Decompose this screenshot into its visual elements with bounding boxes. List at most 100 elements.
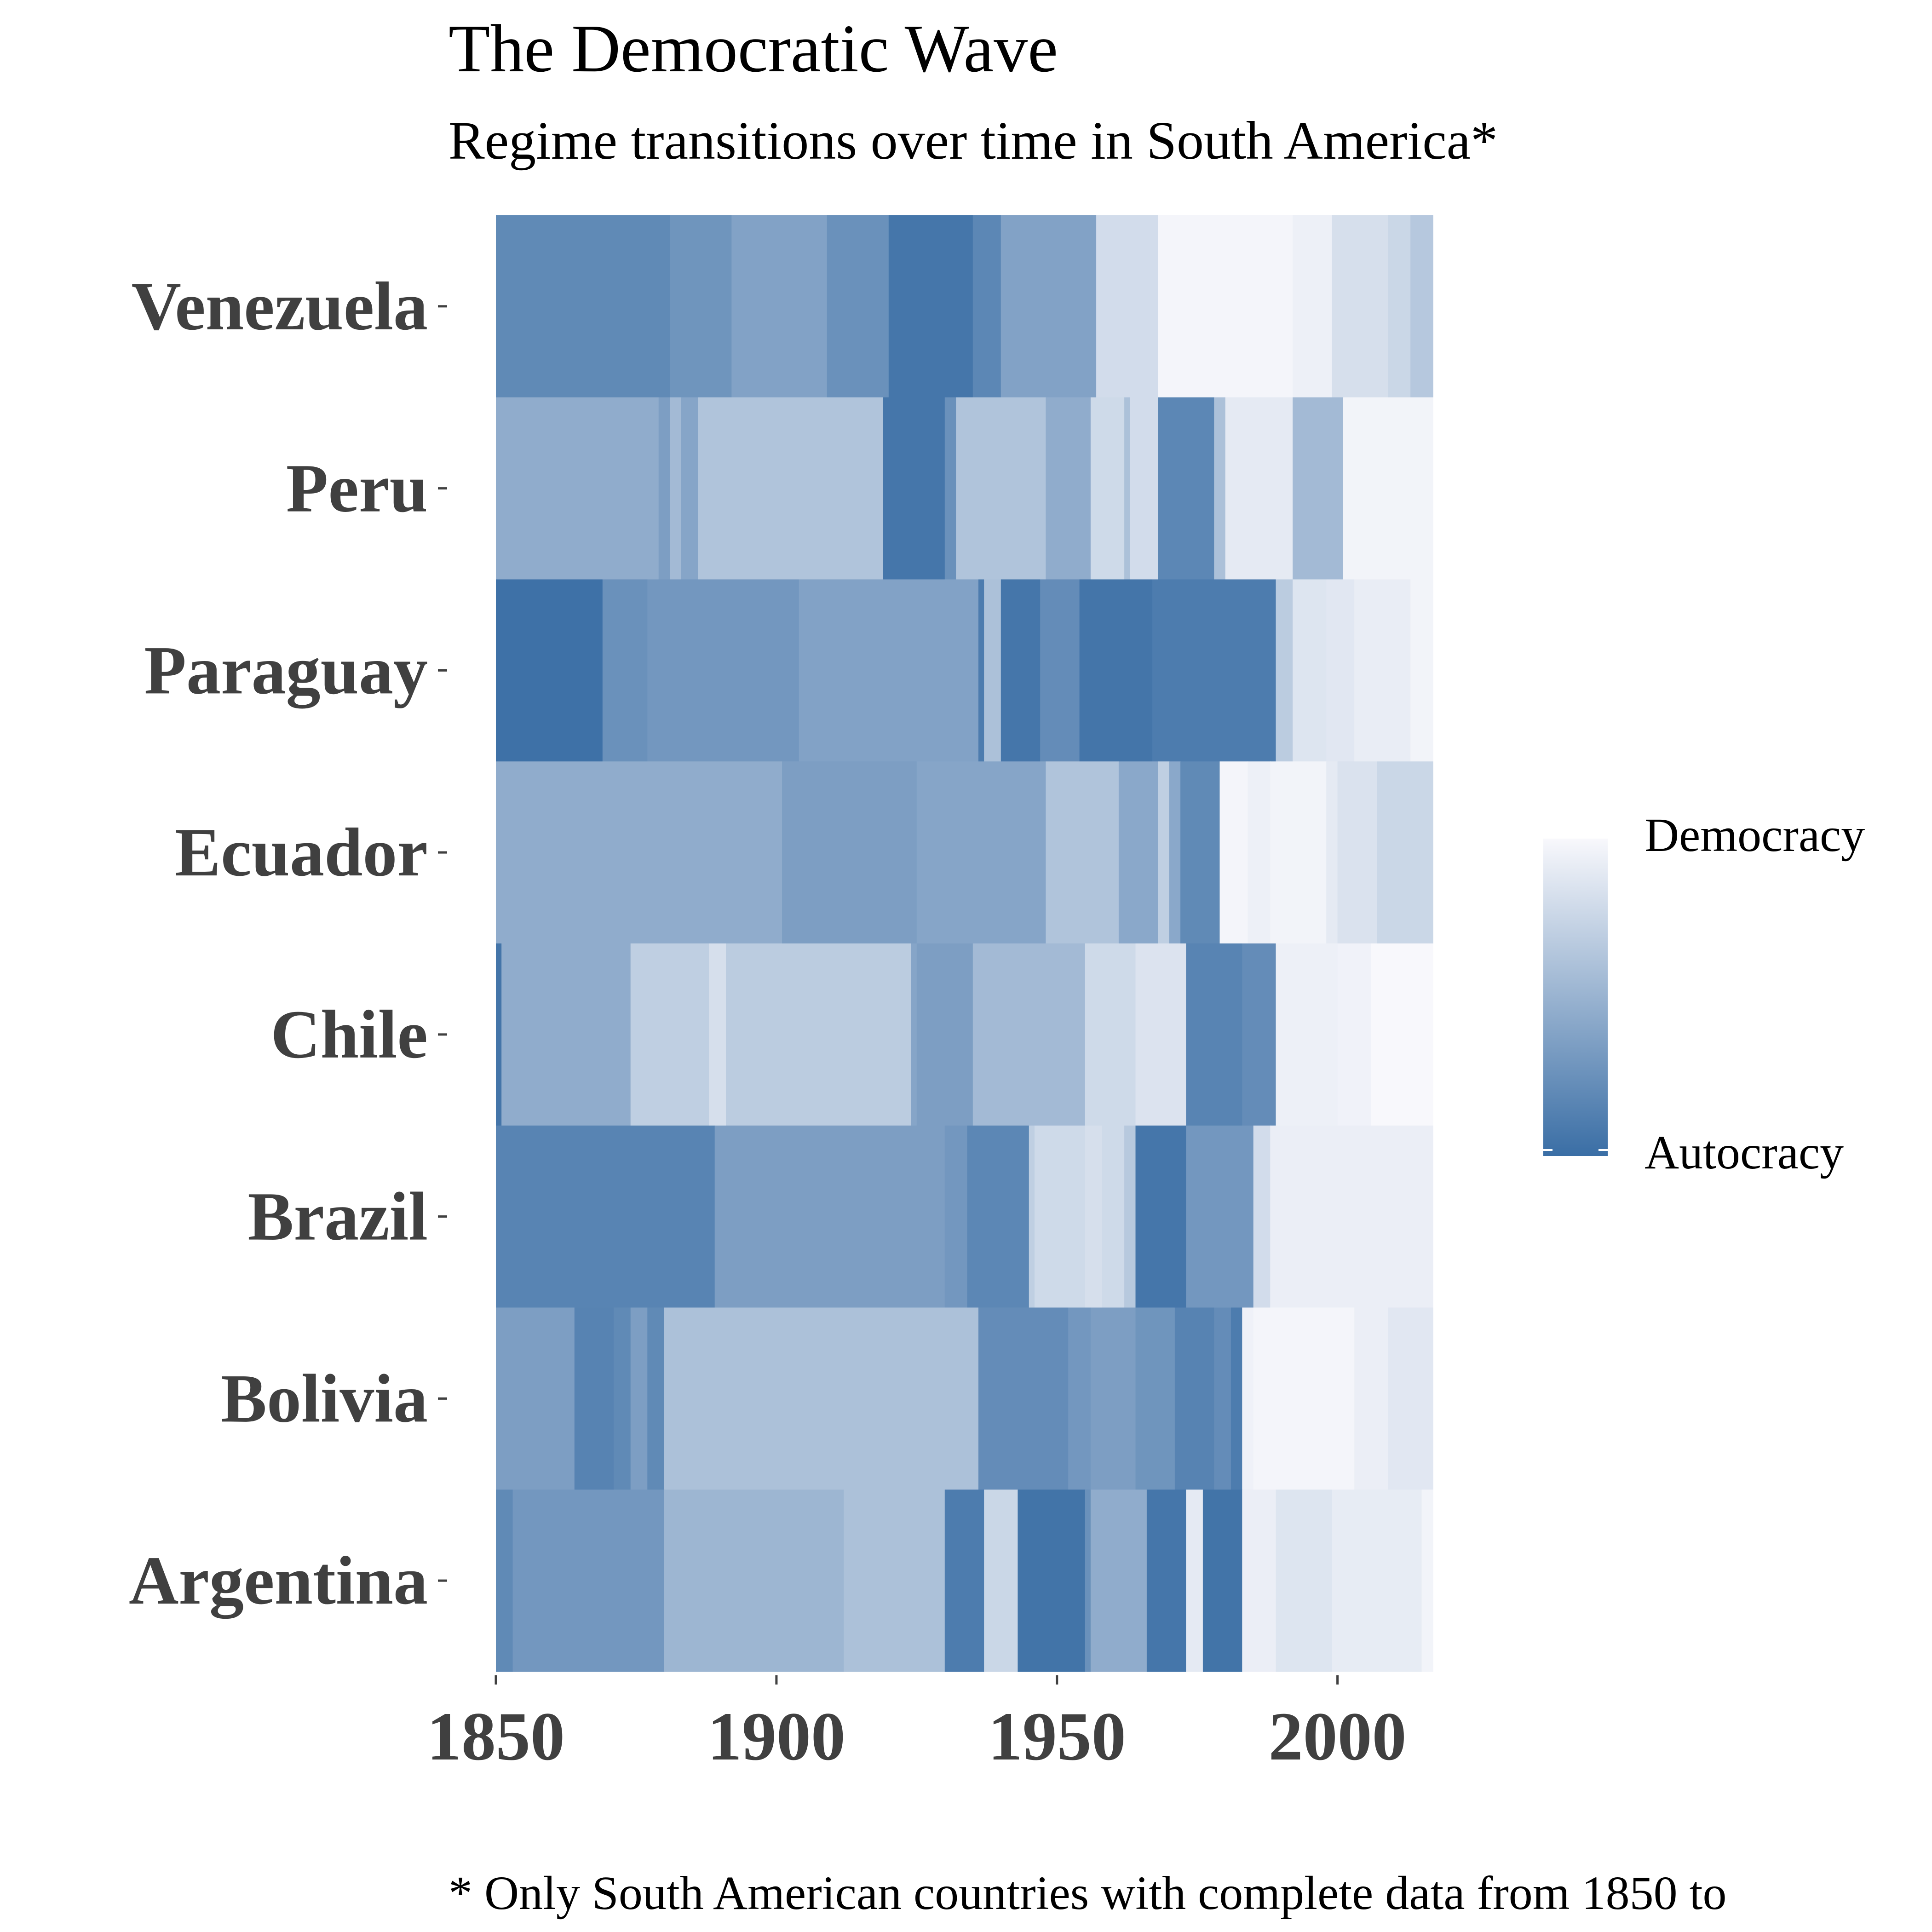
tile-peru-14 [1225,397,1293,580]
tile-chile-5 [911,943,917,1126]
tile-ecuador-1 [782,761,917,944]
x-tick-label-1900: 1900 [707,1698,845,1775]
tile-bolivia-0 [496,1307,575,1490]
tile-paraguay-5 [984,579,1001,762]
tile-venezuela-7 [1096,215,1159,398]
tile-venezuela-3 [827,215,889,398]
heatmap-tiles [496,215,1433,1672]
y-tick-label-venezuela: Venezuela [132,268,428,345]
tile-argentina-7 [1085,1489,1091,1672]
tile-venezuela-6 [1000,215,1097,398]
tile-venezuela-11 [1354,215,1389,398]
tile-ecuador-12 [1337,761,1377,944]
tile-paraguay-8 [1079,579,1153,762]
tile-peru-8 [1046,397,1091,580]
tile-paraguay-12 [1326,579,1355,762]
tile-paraguay-1 [602,579,648,762]
tile-brazil-3 [967,1125,1029,1308]
tile-bolivia-13 [1242,1307,1254,1490]
tile-chile-1 [501,943,631,1126]
tile-argentina-11 [1202,1489,1243,1672]
tile-argentina-10 [1186,1489,1203,1672]
tile-brazil-1 [714,1125,945,1308]
tile-peru-2 [670,397,682,580]
tile-brazil-5 [1035,1125,1086,1308]
y-axis: Venezuela Peru Paraguay Ecuador Chile Brazil B… [129,268,447,1619]
chart-caption: * Only South American countries with com… [448,1867,1727,1920]
tile-bolivia-12 [1230,1307,1243,1490]
x-tick-label-1850: 1850 [427,1698,565,1775]
tile-chile-0 [496,943,502,1126]
tile-chile-8 [1085,943,1136,1126]
tile-ecuador-10 [1270,761,1327,944]
tile-peru-12 [1158,397,1215,580]
tile-argentina-0 [496,1489,513,1672]
tile-peru-16 [1343,397,1433,580]
tile-paraguay-13 [1354,579,1411,762]
tile-venezuela-9 [1293,215,1333,398]
tile-paraguay-3 [799,579,979,762]
tile-brazil-7 [1102,1125,1125,1308]
tile-ecuador-7 [1180,761,1220,944]
tile-venezuela-4 [888,215,973,398]
tile-bolivia-4 [647,1307,665,1490]
tile-chile-14 [1371,943,1433,1126]
y-tick-label-paraguay: Paraguay [144,632,428,708]
tile-ecuador-8 [1219,761,1248,944]
tile-venezuela-12 [1388,215,1411,398]
tile-bolivia-11 [1214,1307,1231,1490]
tile-argentina-9 [1146,1489,1187,1672]
tile-peru-1 [658,397,670,580]
tile-bolivia-14 [1253,1307,1355,1490]
tile-paraguay-14 [1410,579,1433,762]
tile-venezuela-5 [972,215,1001,398]
tile-peru-10 [1124,397,1131,580]
tile-chile-10 [1186,943,1243,1126]
tile-brazil-10 [1186,1125,1254,1308]
tile-argentina-2 [664,1489,844,1672]
tile-paraguay-7 [1040,579,1080,762]
tile-argentina-12 [1242,1489,1276,1672]
legend-colorbar [1543,839,1608,1156]
tile-ecuador-6 [1169,761,1181,944]
tile-brazil-12 [1270,1125,1433,1308]
tile-peru-15 [1293,397,1344,580]
tile-argentina-15 [1421,1489,1433,1672]
tile-brazil-6 [1085,1125,1103,1308]
tile-bolivia-15 [1354,1307,1389,1490]
tile-argentina-3 [844,1489,945,1672]
tile-brazil-8 [1124,1125,1136,1308]
tile-bolivia-16 [1388,1307,1433,1490]
y-tick-label-brazil: Brazil [247,1179,428,1255]
tile-bolivia-7 [1068,1307,1091,1490]
tile-brazil-2 [944,1125,968,1308]
tile-brazil-11 [1253,1125,1271,1308]
tile-brazil-4 [1029,1125,1035,1308]
tile-ecuador-3 [1046,761,1119,944]
tile-brazil-9 [1135,1125,1187,1308]
y-tick-label-ecuador: Ecuador [175,814,428,891]
tile-chile-11 [1242,943,1276,1126]
x-tick-label-2000: 2000 [1269,1698,1407,1775]
tile-peru-7 [956,397,1046,580]
tile-chile-13 [1337,943,1372,1126]
tile-chile-3 [709,943,726,1126]
tile-bolivia-8 [1090,1307,1136,1490]
chart-subtitle: Regime transitions over time in South Am… [448,110,1498,171]
legend: Democracy Autocracy [1543,809,1865,1179]
tile-chile-7 [972,943,1086,1126]
tile-argentina-13 [1276,1489,1333,1672]
tile-chile-9 [1135,943,1187,1126]
tile-ecuador-11 [1326,761,1338,944]
y-tick-label-bolivia: Bolivia [221,1360,428,1437]
tile-argentina-4 [944,1489,984,1672]
tile-paraguay-6 [1000,579,1041,762]
tile-venezuela-1 [670,215,732,398]
tile-ecuador-4 [1118,761,1159,944]
x-axis: 1850 1900 1950 2000 [427,1675,1407,1775]
tile-peru-11 [1130,397,1159,580]
tile-argentina-5 [984,1489,1018,1672]
tile-argentina-14 [1332,1489,1422,1672]
tile-brazil-0 [496,1125,715,1308]
tile-peru-0 [496,397,659,580]
